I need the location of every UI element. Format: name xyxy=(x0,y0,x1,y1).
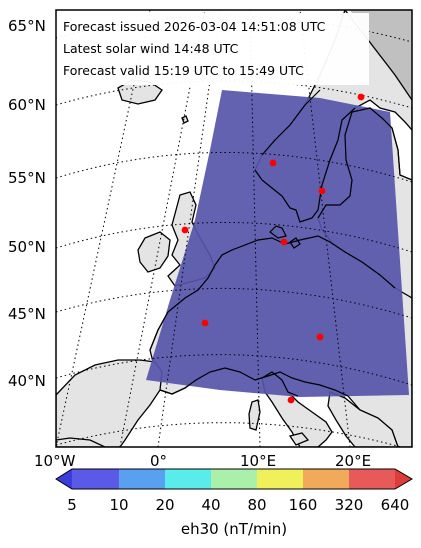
map-frame xyxy=(55,9,413,448)
corsica-sardinia xyxy=(248,399,261,431)
lat-label-60: 60°N xyxy=(8,96,46,114)
coastlines-overlay xyxy=(149,89,401,397)
colorbar-tick: 320 xyxy=(335,496,364,514)
colorbar-title: eh30 (nT/min) xyxy=(181,520,287,538)
lon-label-20e: 20°E xyxy=(335,452,371,470)
colorbar-segment xyxy=(211,469,257,489)
station-markers xyxy=(181,93,365,404)
solar-wind-text: Latest solar wind 14:48 UTC xyxy=(63,41,239,56)
forecast-region xyxy=(146,90,409,397)
colorbar-tick: 40 xyxy=(201,496,220,514)
colorbar-tick: 80 xyxy=(247,496,266,514)
north-africa xyxy=(56,437,106,447)
colorbar-tick: 5 xyxy=(67,496,77,514)
station-marker xyxy=(181,226,189,234)
lon-label-0: 0° xyxy=(150,452,167,470)
station-marker xyxy=(287,396,295,404)
lat-label-40: 40°N xyxy=(8,372,46,390)
colorbar-segment xyxy=(349,469,395,489)
info-box xyxy=(57,13,369,85)
colorbar-segment xyxy=(303,469,349,489)
lat-label-50: 50°N xyxy=(8,238,46,256)
north-atlantic-islets xyxy=(181,115,189,124)
colorbar xyxy=(55,468,413,490)
station-marker xyxy=(269,159,277,167)
lat-label-55: 55°N xyxy=(8,169,46,187)
colorbar-over-arrow xyxy=(395,469,412,489)
lon-label-10e: 10°E xyxy=(240,452,276,470)
colorbar-tick: 640 xyxy=(381,496,410,514)
station-marker xyxy=(201,319,209,327)
station-marker xyxy=(316,333,324,341)
lat-label-45: 45°N xyxy=(8,305,46,323)
lon-label-10w: 10°W xyxy=(34,452,76,470)
station-marker xyxy=(357,93,365,101)
colorbar-under-arrow xyxy=(56,469,72,489)
colorbar-segment xyxy=(165,469,211,489)
station-marker xyxy=(280,238,288,246)
colorbar-segment xyxy=(72,469,119,489)
sicily xyxy=(288,432,310,446)
forecast-valid-text: Forecast valid 15:19 UTC to 15:49 UTC xyxy=(63,63,304,78)
colorbar-segment xyxy=(257,469,303,489)
forecast-issued-text: Forecast issued 2026-03-04 14:51:08 UTC xyxy=(63,19,326,34)
colorbar-tick: 20 xyxy=(155,496,174,514)
lat-label-65: 65°N xyxy=(8,17,46,35)
station-marker xyxy=(318,187,326,195)
colorbar-segment xyxy=(119,469,165,489)
ireland xyxy=(137,231,171,273)
colorbar-tick: 10 xyxy=(109,496,128,514)
colorbar-tick: 160 xyxy=(289,496,318,514)
